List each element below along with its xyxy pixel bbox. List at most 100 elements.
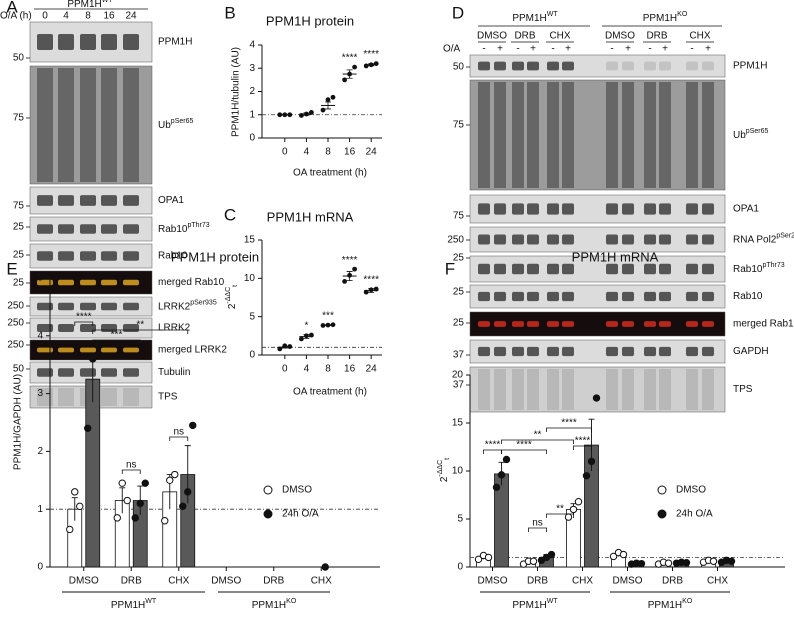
mw-marker: 250 <box>7 318 24 329</box>
blot-band <box>659 263 671 275</box>
blot-band <box>80 34 96 50</box>
significance: ns <box>173 427 184 438</box>
error-bar <box>119 487 126 514</box>
blot-band <box>644 291 656 302</box>
legend-marker <box>263 509 273 519</box>
sign-label: - <box>648 44 651 55</box>
data-point <box>84 424 92 432</box>
blot-label-main: Rab10 <box>733 264 763 275</box>
blot-label: LRRK2pSer935 <box>158 300 217 312</box>
blot-band <box>644 263 656 275</box>
blot-band <box>494 291 506 302</box>
x-tick-label: CHX <box>311 576 332 587</box>
blot-band <box>606 203 618 215</box>
blot-band <box>659 346 671 357</box>
blot-band <box>622 346 634 357</box>
significance: ** <box>534 430 542 441</box>
blot-smear <box>659 82 671 188</box>
blot-title-sup: WT <box>547 11 559 18</box>
x-tick-label: 0 <box>282 147 288 158</box>
blot-band <box>37 302 53 311</box>
data-point <box>574 498 583 506</box>
blot-band <box>80 302 96 311</box>
y-tick-label: 4 <box>37 330 43 341</box>
mw-marker: 75 <box>453 120 465 131</box>
blot-label-sup: pSer935 <box>190 300 217 307</box>
x-tick-label: 8 <box>325 147 331 158</box>
bracket <box>528 527 547 532</box>
x-tick-label: CHX <box>168 576 189 587</box>
sign-label: + <box>565 44 571 55</box>
sign-label: - <box>610 44 613 55</box>
error-bar <box>303 334 310 339</box>
panel-letter: F <box>445 259 455 278</box>
blot-title-sup: WT <box>102 0 114 4</box>
y-tick-label: 5 <box>249 311 255 322</box>
blot-band <box>547 263 559 275</box>
blot-band <box>659 61 671 71</box>
blot-band <box>123 195 139 206</box>
significance: ns <box>532 518 543 529</box>
lane-label: 4 <box>63 11 69 22</box>
blot-band <box>494 321 506 327</box>
blot-band <box>527 321 539 327</box>
blot-lane <box>562 369 574 410</box>
data-point <box>141 479 149 487</box>
blot-title: PPM1HKO <box>643 11 688 23</box>
blot-label: GAPDH <box>733 346 769 357</box>
blot-title: PPM1HWT <box>512 11 558 23</box>
blot-label-main: Ub <box>158 120 171 131</box>
x-tick-label: DRB <box>662 576 683 587</box>
blot-band <box>37 34 53 50</box>
data-point <box>363 63 369 69</box>
blot-band <box>606 346 618 357</box>
blot-smear <box>123 68 139 182</box>
blot-band <box>80 368 96 377</box>
bracket <box>169 436 189 441</box>
blot-band <box>478 321 490 327</box>
blot-label-main: Ub <box>733 130 746 141</box>
data-point <box>682 558 691 567</box>
blot-label: Tubulin <box>158 367 190 378</box>
data-point <box>497 471 506 479</box>
blot-band <box>622 61 634 71</box>
bracket <box>92 329 189 334</box>
blot-band <box>101 224 117 234</box>
blot-lane <box>702 369 714 410</box>
blot-strip <box>469 284 726 309</box>
sign-label: + <box>625 44 631 55</box>
data-point <box>342 279 347 284</box>
blot-smear <box>37 68 53 182</box>
blot-smear <box>512 82 524 188</box>
blot-band <box>101 195 117 206</box>
data-point <box>71 488 79 496</box>
blot-band <box>101 347 117 353</box>
y-tick-label: 3 <box>37 388 43 399</box>
error-bar <box>71 497 78 521</box>
y-axis-label: 2-ΔΔCt <box>437 458 451 482</box>
significance: **** <box>575 436 591 447</box>
chart-title: PPM1H protein <box>266 13 354 28</box>
blot-smear <box>527 82 539 188</box>
blot-band <box>512 61 524 71</box>
blot-band <box>123 302 139 311</box>
blot-band <box>478 234 490 245</box>
x-tick-label: DMSO <box>478 576 508 587</box>
significance: **** <box>342 255 358 266</box>
blot-band <box>37 195 53 206</box>
data-point <box>161 517 169 525</box>
blot-band <box>562 203 574 215</box>
blot-label: LRRK2 <box>158 323 191 334</box>
mw-marker: 75 <box>453 211 465 222</box>
error-bar <box>346 271 353 282</box>
blot-band <box>58 324 74 332</box>
blot-band <box>702 346 714 357</box>
blot-smear <box>547 82 559 188</box>
blot-band <box>123 368 139 377</box>
sign-label: - <box>516 44 519 55</box>
blot-band <box>659 203 671 215</box>
y-axis-label: 2-ΔΔCt <box>225 285 239 309</box>
blot-smear <box>58 68 74 182</box>
blot-band <box>686 291 698 302</box>
data-point <box>352 266 357 272</box>
